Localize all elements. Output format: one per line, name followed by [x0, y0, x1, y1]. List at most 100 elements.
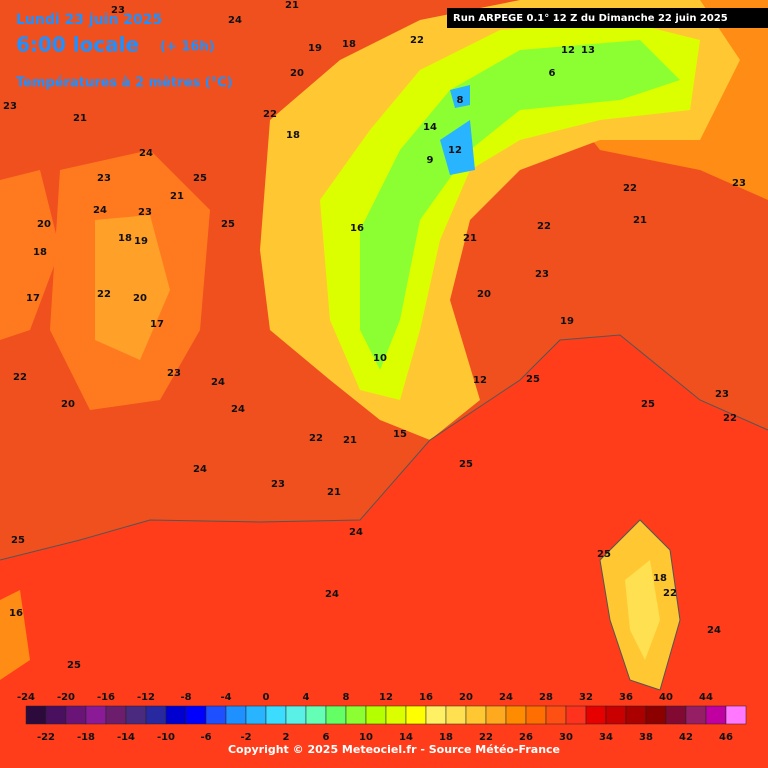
colorbar-swatch — [305, 705, 327, 725]
colorbar-swatch — [145, 705, 167, 725]
temperature-label: 21 — [285, 0, 299, 11]
temperature-label: 6 — [549, 68, 556, 79]
temperature-label: 21 — [633, 215, 647, 226]
temperature-label: 22 — [13, 372, 27, 383]
colorbar-label: 30 — [559, 732, 573, 743]
temperature-label: 21 — [73, 113, 87, 124]
colorbar-label: 22 — [479, 732, 493, 743]
temperature-label: 22 — [309, 433, 323, 444]
run-banner — [447, 8, 768, 28]
copyright: Copyright © 2025 Meteociel.fr - Source M… — [228, 743, 560, 756]
colorbar-swatch — [385, 705, 407, 725]
massif-central-high — [95, 215, 170, 360]
colorbar-label: 8 — [343, 692, 350, 703]
colorbar-swatch — [185, 705, 207, 725]
colorbar: -24 -20 -16 -12 -8 -4 0 4 8 12 16 20 24 28 32 36 40 44-22… — [17, 692, 747, 743]
temperature-label: 16 — [9, 608, 23, 619]
colorbar-label: -14 — [117, 732, 135, 743]
temperature-label: 24 — [707, 625, 721, 636]
colorbar-swatch — [605, 705, 627, 725]
colorbar-label: 34 — [599, 732, 613, 743]
colorbar-swatch — [725, 705, 747, 725]
colorbar-swatch — [165, 705, 187, 725]
run-info: Run ARPEGE 0.1° 12 Z du Dimanche 22 juin… — [453, 13, 728, 24]
temperature-label: 18 — [286, 130, 300, 141]
colorbar-swatch — [405, 705, 427, 725]
colorbar-swatch — [105, 705, 127, 725]
parameter: Températures à 2 mètres (°C) — [16, 76, 233, 91]
temperature-label: 8 — [457, 95, 464, 106]
temperature-label: 21 — [343, 435, 357, 446]
colorbar-label: 2 — [283, 732, 290, 743]
temperature-label: 22 — [410, 35, 424, 46]
temperature-label: 25 — [193, 173, 207, 184]
temperature-label: 23 — [167, 368, 181, 379]
temperature-label: 24 — [193, 464, 207, 475]
colorbar-swatch — [565, 705, 587, 725]
temperature-label: 23 — [732, 178, 746, 189]
temperature-label: 12 — [448, 145, 462, 156]
alps-peak — [440, 120, 475, 175]
temperature-label: 22 — [97, 289, 111, 300]
colorbar-label: 20 — [459, 692, 473, 703]
date: Lundi 23 juin 2025 — [16, 12, 162, 28]
temperature-label: 20 — [133, 293, 147, 304]
colorbar-label: -18 — [77, 732, 95, 743]
temperature-label: 22 — [263, 109, 277, 120]
temperature-label: 20 — [477, 289, 491, 300]
colorbar-swatch — [125, 705, 147, 725]
colorbar-swatch — [65, 705, 87, 725]
sea — [0, 335, 768, 768]
temperature-label: 16 — [350, 223, 364, 234]
temperature-label: 23 — [715, 389, 729, 400]
colorbar-swatch — [365, 705, 387, 725]
temperature-label: 18 — [342, 39, 356, 50]
colorbar-swatch — [425, 705, 447, 725]
colorbar-label: 0 — [263, 692, 270, 703]
temperature-label: 23 — [3, 101, 17, 112]
colorbar-label: -4 — [220, 692, 231, 703]
temperature-label: 21 — [463, 233, 477, 244]
alps-peak — [450, 85, 470, 108]
temperature-label: 14 — [423, 122, 437, 133]
temperature-label: 23 — [138, 207, 152, 218]
colorbar-label: 24 — [499, 692, 513, 703]
temperature-label: 25 — [641, 399, 655, 410]
colorbar-label: 46 — [719, 732, 733, 743]
colorbar-swatch — [205, 705, 227, 725]
colorbar-swatch — [445, 705, 467, 725]
colorbar-label: 32 — [579, 692, 593, 703]
temperature-label: 24 — [139, 148, 153, 159]
colorbar-label: -8 — [180, 692, 191, 703]
pyrenees — [0, 590, 30, 680]
colorbar-swatch — [285, 705, 307, 725]
colorbar-label: 40 — [659, 692, 673, 703]
temperature-label: 22 — [623, 183, 637, 194]
temperature-label: 12 — [561, 45, 575, 56]
colorbar-label: 38 — [639, 732, 653, 743]
temperature-labels: 24 23 21 19 18 22 20 22 18 23 21 23 24 25 21 24 20 23 25 18… — [3, 0, 746, 671]
temperature-label: 25 — [597, 549, 611, 560]
colorbar-swatch — [25, 705, 47, 725]
colorbar-swatch — [665, 705, 687, 725]
coastline — [0, 334, 768, 561]
temperature-label: 22 — [663, 588, 677, 599]
colorbar-label: -12 — [137, 692, 155, 703]
colorbar-label: 6 — [323, 732, 330, 743]
temperature-label: 23 — [535, 269, 549, 280]
temperature-label: 18 — [118, 233, 132, 244]
temperature-label: 19 — [308, 43, 322, 54]
colorbar-label: 4 — [303, 692, 310, 703]
temperature-label: 18 — [653, 573, 667, 584]
colorbar-swatch — [625, 705, 647, 725]
colorbar-swatch — [345, 705, 367, 725]
temperature-label: 12 — [473, 375, 487, 386]
colorbar-swatch — [265, 705, 287, 725]
colorbar-label: 26 — [519, 732, 533, 743]
colorbar-label: 18 — [439, 732, 453, 743]
colorbar-swatch — [85, 705, 107, 725]
colorbar-label: 44 — [699, 692, 713, 703]
temperature-label: 21 — [170, 191, 184, 202]
temperature-label: 23 — [97, 173, 111, 184]
